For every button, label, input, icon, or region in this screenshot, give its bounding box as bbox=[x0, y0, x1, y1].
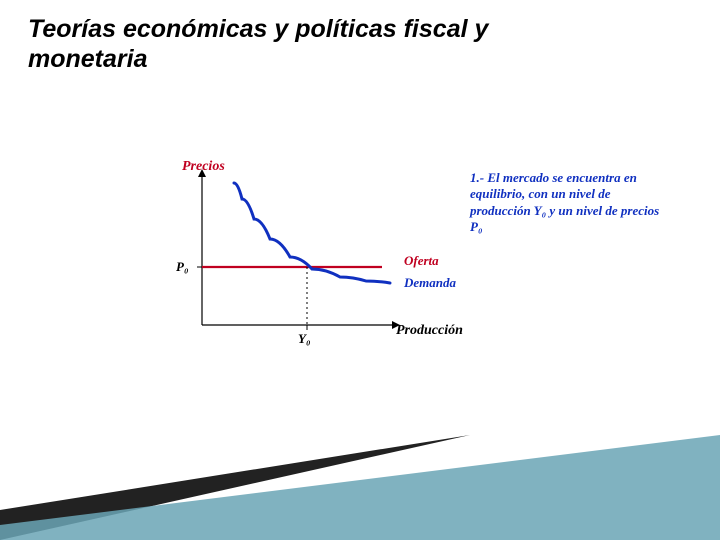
supply-label: Oferta bbox=[404, 253, 439, 269]
page-title: Teorías económicas y políticas fiscal y … bbox=[28, 14, 588, 74]
footer-decor bbox=[0, 420, 720, 540]
economics-chart: Precios Producción P₀ Y₀ Oferta Demanda bbox=[150, 165, 450, 365]
demand-label: Demanda bbox=[404, 275, 456, 291]
x-tick-y0: Y₀ bbox=[298, 331, 310, 347]
slide: Teorías económicas y políticas fiscal y … bbox=[0, 0, 720, 540]
explanation-text: 1.- El mercado se encuentra en equilibri… bbox=[470, 170, 670, 235]
x-axis-label: Producción bbox=[396, 323, 463, 339]
y-axis-label: Precios bbox=[182, 159, 225, 175]
y-tick-p0: P₀ bbox=[176, 259, 188, 275]
decor-wedge-teal bbox=[0, 435, 720, 540]
